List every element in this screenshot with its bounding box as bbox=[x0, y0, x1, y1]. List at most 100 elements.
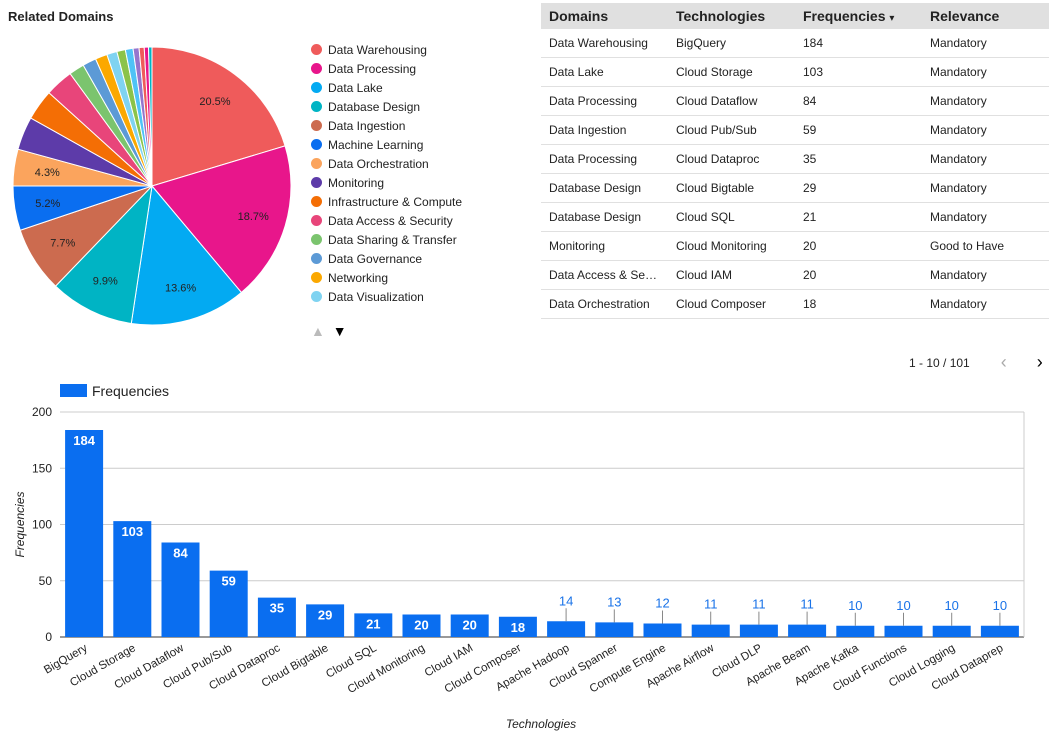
legend-swatch bbox=[311, 158, 322, 169]
table-cell: Mandatory bbox=[922, 57, 1049, 87]
table-row[interactable]: Data Ingestion Cloud Pub/Sub 59 Mandatory bbox=[541, 115, 1049, 145]
legend-item[interactable]: Data Orchestration bbox=[311, 154, 462, 173]
table-row[interactable]: Data Orchestration Cloud Composer 18 Mandat… bbox=[541, 289, 1049, 319]
pager-prev-icon[interactable]: ‹ bbox=[1000, 352, 1007, 372]
table-row[interactable]: Data Lake Cloud Storage 103 Mandatory bbox=[541, 57, 1049, 87]
legend-label: Infrastructure & Compute bbox=[328, 194, 463, 209]
pie-slice[interactable] bbox=[148, 46, 153, 187]
bar[interactable] bbox=[980, 625, 1019, 637]
legend-item[interactable]: Data Visualization bbox=[311, 287, 462, 306]
legend-down-icon[interactable]: ▼ bbox=[332, 323, 347, 339]
table-pager: 1 - 10 / 101 ‹ › bbox=[909, 352, 1052, 373]
table-row[interactable]: Data Processing Cloud Dataproc 35 Mandatory bbox=[541, 144, 1049, 174]
bar[interactable] bbox=[498, 616, 537, 637]
bar[interactable] bbox=[788, 624, 827, 637]
pie-slice[interactable] bbox=[151, 145, 292, 294]
legend-label: Data Warehousing bbox=[328, 42, 427, 57]
pie-slice[interactable] bbox=[130, 184, 243, 326]
pager-next-icon[interactable]: › bbox=[1036, 352, 1043, 372]
legend-swatch bbox=[311, 101, 322, 112]
legend-item[interactable]: Monitoring bbox=[311, 173, 462, 192]
bar[interactable] bbox=[643, 623, 682, 638]
header-frequencies[interactable]: Frequencies ▾ bbox=[795, 3, 922, 29]
legend-item[interactable]: Data Access & Security bbox=[311, 211, 462, 230]
bar-value-label: 20 bbox=[414, 618, 428, 633]
bar[interactable] bbox=[402, 614, 441, 638]
table-row[interactable]: Data Processing Cloud Dataflow 84 Mandatory bbox=[541, 86, 1049, 116]
legend-item[interactable]: Networking bbox=[311, 268, 462, 287]
table-row[interactable]: Monitoring Cloud Monitoring 20 Good to Have bbox=[541, 231, 1049, 261]
table-row[interactable]: Data Warehousing BigQuery 184 Mandatory bbox=[541, 29, 1049, 58]
header-domains[interactable]: Domains bbox=[541, 3, 668, 29]
header-technologies[interactable]: Technologies bbox=[668, 3, 795, 29]
legend-item[interactable]: Data Sharing & Transfer bbox=[311, 230, 462, 249]
bar[interactable] bbox=[450, 614, 489, 638]
table-cell: 103 bbox=[795, 57, 922, 87]
table-row[interactable]: Database Design Cloud SQL 21 Mandatory bbox=[541, 202, 1049, 232]
table-row[interactable]: Database Design Cloud Bigtable 29 Mandatory bbox=[541, 173, 1049, 203]
legend-item[interactable]: Data Warehousing bbox=[311, 40, 462, 59]
pie-slice[interactable] bbox=[151, 46, 286, 187]
bar[interactable] bbox=[209, 570, 248, 637]
legend-swatch bbox=[311, 291, 322, 302]
header-frequencies-label: Frequencies bbox=[803, 8, 886, 24]
legend-item[interactable]: Data Governance bbox=[311, 249, 462, 268]
bar[interactable] bbox=[739, 624, 778, 637]
table-cell: Data Lake bbox=[541, 57, 668, 87]
table-cell: BigQuery bbox=[668, 29, 795, 58]
bar-value-label: 35 bbox=[270, 601, 284, 616]
pie-legend: Data Warehousing Data Processing Data Lake… bbox=[311, 40, 462, 306]
bar[interactable] bbox=[932, 625, 971, 637]
header-relevance[interactable]: Relevance bbox=[922, 3, 1049, 29]
table-cell: Mandatory bbox=[922, 86, 1049, 116]
bar-value-label: 11 bbox=[704, 597, 718, 612]
legend-label: Database Design bbox=[328, 99, 421, 114]
legend-swatch bbox=[311, 215, 322, 226]
legend-label: Data Lake bbox=[328, 80, 383, 95]
legend-swatch bbox=[311, 196, 322, 207]
legend-item[interactable]: Database Design bbox=[311, 97, 462, 116]
bar[interactable] bbox=[161, 542, 200, 638]
bar[interactable] bbox=[257, 597, 296, 637]
legend-label: Data Governance bbox=[328, 251, 423, 266]
bar[interactable] bbox=[547, 621, 586, 637]
legend-label: Data Sharing & Transfer bbox=[328, 232, 457, 247]
table-cell: Cloud IAM bbox=[668, 260, 795, 290]
legend-swatch bbox=[311, 234, 322, 245]
bar[interactable] bbox=[354, 613, 393, 637]
table-cell: Cloud Monitoring bbox=[668, 231, 795, 261]
bar-value-label: 10 bbox=[944, 598, 958, 613]
table-cell: Mandatory bbox=[922, 289, 1049, 319]
table-cell: Data Warehousing bbox=[541, 29, 668, 58]
bar-value-label: 18 bbox=[511, 620, 525, 635]
legend-label: Data Ingestion bbox=[328, 118, 406, 133]
bar[interactable] bbox=[65, 430, 104, 637]
bar[interactable] bbox=[884, 625, 923, 637]
bar-value-label: 10 bbox=[896, 598, 910, 613]
bar[interactable] bbox=[595, 622, 634, 637]
bar[interactable] bbox=[836, 625, 875, 637]
bar[interactable] bbox=[306, 604, 345, 637]
bar[interactable] bbox=[113, 521, 152, 637]
legend-item[interactable]: Data Ingestion bbox=[311, 116, 462, 135]
table-cell: Data Access & Sec… bbox=[541, 260, 668, 290]
legend-item[interactable]: Data Lake bbox=[311, 78, 462, 97]
bar[interactable] bbox=[691, 624, 730, 637]
table-cell: Mandatory bbox=[922, 202, 1049, 232]
sort-desc-icon: ▾ bbox=[889, 13, 895, 24]
legend-item[interactable]: Machine Learning bbox=[311, 135, 462, 154]
table-cell: 29 bbox=[795, 173, 922, 203]
y-tick-label: 150 bbox=[32, 461, 52, 475]
legend-item[interactable]: Infrastructure & Compute bbox=[311, 192, 462, 211]
pager-range: 1 - 10 / 101 bbox=[909, 355, 970, 370]
bar-value-label: 10 bbox=[993, 598, 1007, 613]
bar-chart: Frequencies 0 50 100 150 200 Frequencies Techno… bbox=[13, 383, 1025, 731]
pie-slice-label: 7.7% bbox=[50, 237, 75, 249]
legend-label: Data Access & Security bbox=[328, 213, 453, 228]
table-row[interactable]: Data Access & Sec… Cloud IAM 20 Mandatory bbox=[541, 260, 1049, 290]
table-cell: Monitoring bbox=[541, 231, 668, 261]
pie-slice[interactable] bbox=[54, 184, 153, 325]
legend-up-icon[interactable]: ▲ bbox=[311, 323, 325, 339]
legend-item[interactable]: Data Processing bbox=[311, 59, 462, 78]
bar-value-label: 10 bbox=[848, 598, 862, 613]
